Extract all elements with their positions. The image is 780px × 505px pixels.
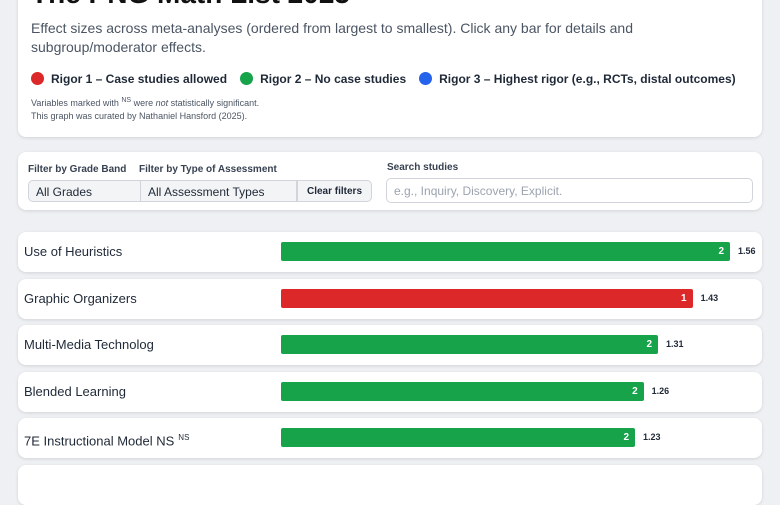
value-label: 1.31	[666, 339, 684, 350]
row-label: Use of Heuristics	[24, 232, 122, 272]
legend: Rigor 1 – Case studies allowed Rigor 2 – …	[31, 72, 736, 86]
row-label: Graphic Organizers	[24, 279, 137, 319]
row-card[interactable]: Blended Learning 2 1.26	[18, 371, 762, 412]
grade-label: Filter by Grade Band	[28, 164, 127, 175]
note-text: statistically significant.	[168, 98, 260, 108]
value-label: 1.26	[651, 385, 670, 396]
search-input[interactable]: e.g., Inquiry, Discovery, Explicit.	[386, 178, 753, 203]
row-card[interactable]: Multi-Media Technolog 2 1.31	[18, 325, 762, 366]
row-card	[18, 465, 762, 505]
row-label-text: 7E Instructional Model NS	[24, 433, 175, 449]
row-label: Multi-Media Technolog	[24, 325, 154, 365]
row-label-text: Multi-Media Technolog	[24, 337, 154, 353]
legend-dot	[419, 72, 433, 85]
legend-dot	[240, 72, 254, 85]
row-label-text: Blended Learning	[24, 383, 126, 399]
subtitle: Effect sizes across meta-analyses (order…	[31, 20, 633, 55]
note-text: Variables marked with	[31, 98, 122, 108]
bar[interactable]: 2	[281, 381, 644, 401]
value-label: 1.43	[700, 292, 719, 303]
note-ns: NS	[121, 97, 132, 104]
rigor-label: 2	[632, 385, 638, 397]
legend-item: Rigor 2 – No case studies	[240, 72, 406, 86]
header-card: The PNG Math List 2025 Effect sizes acro…	[18, 0, 762, 137]
legend-label: Rigor 1 – Case studies allowed	[51, 72, 228, 86]
title: The PNG Math List 2025	[31, 0, 350, 10]
ns-marker: NS	[178, 433, 190, 443]
row-card[interactable]: 7E Instructional Model NS NS 2 1.23	[18, 418, 762, 461]
bar[interactable]: 2	[281, 335, 659, 355]
grade-select[interactable]: All Grades	[28, 180, 141, 202]
note-text: were	[131, 98, 156, 108]
filter-card: Filter by Grade Band All Grades Filter b…	[18, 152, 762, 210]
legend-dot	[31, 72, 44, 85]
row-card[interactable]: Graphic Organizers 1 1.43	[18, 278, 762, 319]
bar[interactable]: 1	[281, 288, 693, 308]
row-label-text: Graphic Organizers	[24, 290, 137, 306]
credit: This graph was curated by Nathaniel Hans…	[31, 111, 248, 121]
type-select[interactable]: All Assessment Types	[140, 180, 297, 202]
rigor-label: 2	[623, 432, 630, 444]
row-label: Blended Learning	[24, 372, 126, 412]
rigor-label: 2	[718, 246, 724, 257]
rigor-label: 2	[646, 339, 653, 351]
page-body: The PNG Math List 2025 Effect sizes acro…	[18, 0, 762, 505]
legend-label: Rigor 3 – Highest rigor (e.g., RCTs, dis…	[439, 72, 736, 86]
clear-button[interactable]: Clear filters	[297, 180, 372, 202]
value-label: 1.56	[738, 246, 756, 256]
rigor-label: 1	[681, 292, 687, 304]
note-emph: not	[155, 98, 169, 108]
note: Variables marked with NS were not statis…	[31, 97, 259, 108]
value-label: 1.23	[643, 432, 661, 443]
row-card[interactable]: Use of Heuristics 2 1.56	[18, 232, 762, 272]
bar[interactable]: 2	[281, 242, 730, 261]
type-label: Filter by Type of Assessment	[139, 164, 277, 175]
legend-label: Rigor 2 – No case studies	[260, 72, 407, 86]
legend-item: Rigor 3 – Highest rigor (e.g., RCTs, dis…	[419, 72, 736, 86]
bar[interactable]: 2	[281, 428, 636, 448]
row-label: 7E Instructional Model NS NS	[24, 418, 189, 461]
search-label: Search studies	[387, 162, 459, 173]
page: {"header":{"title":"The PNG Math List 20…	[18, 0, 762, 505]
row-label-text: Use of Heuristics	[24, 244, 123, 259]
legend-item: Rigor 1 – Case studies allowed	[31, 72, 227, 86]
